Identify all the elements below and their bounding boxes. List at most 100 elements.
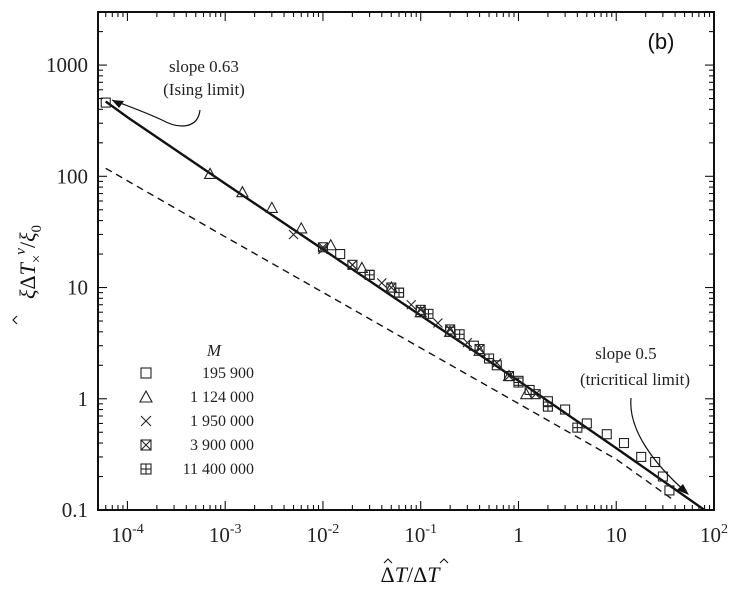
data-point (513, 377, 524, 388)
legend-marker-b (140, 415, 152, 427)
annotation-ising-arrowhead (112, 100, 124, 108)
data-point (473, 344, 487, 356)
data-point-box (491, 360, 502, 371)
x-tick-label: 10-3 (209, 522, 242, 547)
x-title-t-1: T (395, 562, 409, 587)
legend-item: 3 900 000 (140, 437, 254, 454)
data-point-box (664, 485, 675, 496)
y-title-delta: Δ (15, 275, 40, 289)
data-point-box (468, 340, 479, 351)
annotation-tricritical-arrow (630, 397, 687, 493)
legend-item: 11 400 000 (140, 461, 254, 478)
x-title-delta-1: Δ (381, 562, 395, 587)
data-point-box (657, 471, 668, 482)
data-point-b (462, 337, 473, 348)
data-point (406, 299, 417, 310)
data-point (347, 259, 358, 270)
data-point (664, 485, 675, 496)
data-point (288, 229, 299, 240)
data-point-box (636, 451, 647, 462)
data-point-b (406, 299, 417, 310)
data-point (265, 201, 279, 213)
x-tick-exponent: -2 (328, 522, 340, 537)
data-point-b (347, 259, 358, 270)
data-point-b (491, 358, 502, 368)
data-point (650, 456, 661, 468)
data-point (203, 167, 217, 179)
data-point-tri (265, 201, 279, 213)
data-point-tri (294, 221, 308, 234)
x-tick-base: 10 (209, 523, 230, 547)
data-point (474, 343, 485, 355)
legend-item: 1 950 000 (140, 413, 254, 430)
data-point-b (318, 242, 328, 253)
legend-marker (140, 463, 152, 475)
data-point-tri (519, 387, 533, 400)
data-point (443, 325, 457, 337)
data-point-box (100, 97, 111, 108)
legend: M 195 900 1 124 000 1 950 000 3 900 000 11 4… (139, 341, 254, 478)
data-point (468, 340, 479, 351)
annotation-tricritical-arrowhead (677, 484, 689, 495)
data-point-box (560, 404, 571, 415)
y-axis-title: ξΔT×ν/ξ0 (13, 225, 45, 299)
data-point-b (504, 371, 514, 381)
x-tick-base: 10 (307, 523, 328, 547)
x-tick-label: 10-2 (307, 522, 340, 547)
legend-label: 3 900 000 (190, 437, 254, 454)
dashed-asymptote-line (105, 167, 676, 502)
data-point-b (415, 304, 426, 315)
y-title-sub0: 0 (29, 225, 45, 233)
y-tick-label: 100 (57, 164, 89, 188)
x-tick-label: 102 (700, 522, 728, 547)
x-tick-label: 10-4 (111, 522, 144, 547)
data-point-tri (473, 344, 487, 356)
y-title-subx: × (29, 255, 45, 263)
legend-marker (140, 415, 152, 427)
data-point-tri (203, 167, 217, 179)
data-point-b (445, 324, 456, 335)
data-point-b (433, 318, 443, 328)
data-point-box (335, 249, 346, 260)
data-layer (100, 97, 706, 511)
data-point (530, 389, 541, 400)
data-point-box (618, 437, 630, 449)
y-title-t: T (15, 261, 40, 275)
x-tick-base: 10 (404, 523, 425, 547)
data-point (355, 261, 369, 273)
legend-item: 1 124 000 (139, 389, 254, 406)
x-title-slash: / (407, 562, 414, 587)
data-point (572, 422, 583, 433)
annotation-ising-line1: slope 0.63 (169, 57, 239, 76)
data-point (483, 353, 495, 364)
data-point-b (474, 344, 485, 354)
data-point (335, 249, 346, 260)
data-point-b (386, 282, 397, 293)
data-point (503, 371, 515, 382)
x-title-delta-2: Δ (413, 562, 427, 587)
data-point-tri (443, 325, 457, 337)
y-title-xi: ξ (15, 289, 40, 299)
y-tick-label: 0.1 (62, 498, 88, 522)
data-point (433, 318, 443, 328)
y-title-nu: ν (13, 248, 29, 255)
data-point (423, 308, 434, 319)
data-point (636, 451, 647, 462)
x-tick-label: 1 (513, 523, 524, 547)
legend-label: 1 124 000 (190, 389, 254, 406)
annotation-tricritical-line2: (tricritical limit) (580, 370, 690, 389)
data-point (393, 287, 405, 298)
data-point (318, 244, 328, 255)
data-point (560, 404, 571, 415)
data-point (364, 269, 375, 280)
data-point (100, 97, 111, 108)
x-tick-base: 10 (606, 523, 627, 547)
x-tick-label: 10-1 (404, 522, 437, 547)
legend-marker (140, 367, 152, 379)
series-boxed-plus (364, 269, 583, 433)
data-point (376, 278, 387, 288)
solid-fit-line (104, 100, 706, 511)
data-point (317, 242, 329, 253)
